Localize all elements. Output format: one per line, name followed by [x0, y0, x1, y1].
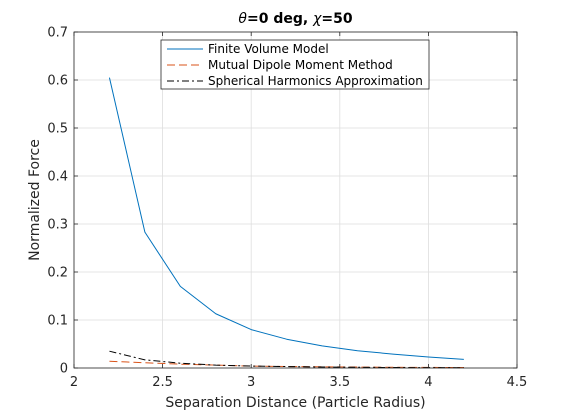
chart-title: θ=0 deg, χ=50: [238, 11, 352, 27]
title-theta: θ: [238, 11, 247, 27]
x-tick-label: 4: [424, 375, 432, 390]
y-axis-label: Normalized Force: [27, 139, 43, 261]
y-tick-label: 0.2: [47, 266, 68, 281]
title-chi-value: =50: [321, 11, 352, 27]
series-line-3: [109, 350, 464, 369]
y-tick-label: 0.3: [47, 218, 68, 233]
legend-items: Finite Volume Model Mutual Dipole Moment …: [167, 42, 423, 88]
y-tick-label: 0.7: [47, 26, 68, 41]
legend: Finite Volume Model Mutual Dipole Moment …: [160, 39, 430, 90]
x-tick-labels: 2 2.5 3 3.5 4 4.5: [70, 375, 527, 390]
y-tick-label: 0.6: [47, 74, 68, 89]
legend-label-3: Spherical Harmonics Approximation: [208, 74, 423, 88]
x-axis-label: Separation Distance (Particle Radius): [165, 395, 425, 411]
ticks: [73, 31, 518, 369]
axes-frame: [73, 31, 518, 369]
y-tick-label: 0: [60, 362, 68, 377]
title-angle: =0 deg,: [247, 11, 313, 27]
y-tick-label: 0.4: [47, 170, 68, 185]
x-tick-label: 2.5: [152, 375, 173, 390]
y-tick-label: 0.5: [47, 122, 68, 137]
series-line-1: [108, 77, 464, 360]
legend-label-2: Mutual Dipole Moment Method: [208, 58, 393, 72]
x-tick-label: 4.5: [507, 375, 528, 390]
title-chi: χ: [312, 11, 322, 27]
x-tick-label: 3: [247, 375, 255, 390]
series-lines: [108, 77, 464, 369]
y-tick-labels: 0 0.1 0.2 0.3 0.4 0.5 0.6 0.7: [47, 26, 68, 377]
legend-box: [160, 39, 430, 90]
x-tick-label: 3.5: [329, 375, 350, 390]
x-tick-label: 2: [70, 375, 78, 390]
legend-label-1: Finite Volume Model: [208, 42, 329, 56]
y-tick-label: 0.1: [47, 314, 68, 329]
